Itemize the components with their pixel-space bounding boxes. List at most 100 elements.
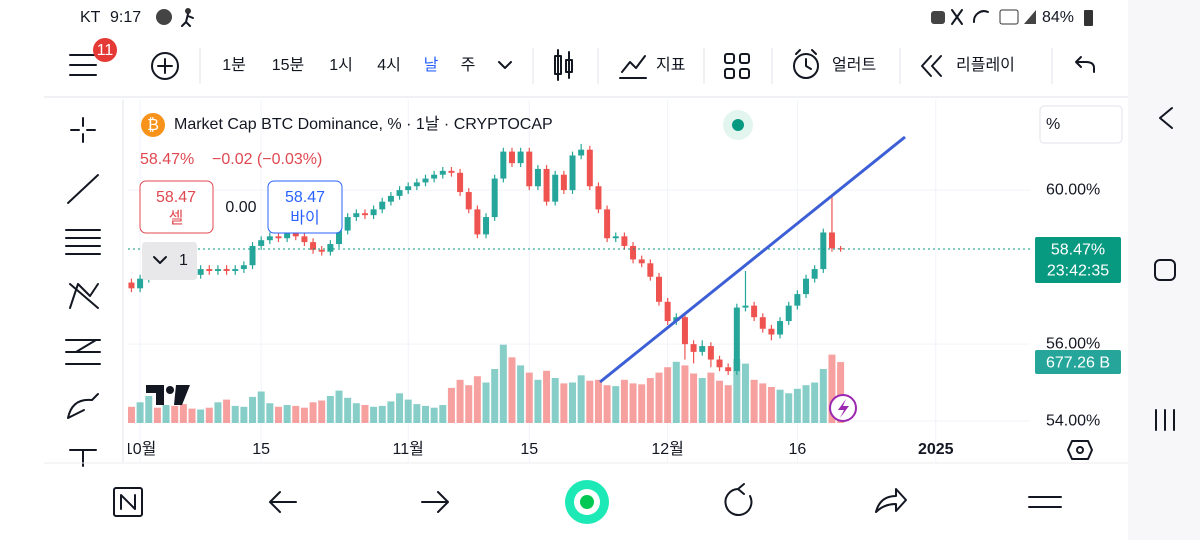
trend-line[interactable] (599, 135, 906, 384)
battery-text: 84% (1042, 9, 1074, 26)
layout-dropdown[interactable]: 1 (142, 242, 197, 280)
candle-body (638, 259, 645, 264)
alert-button[interactable]: 얼러트 (793, 49, 876, 79)
candle-body (379, 201, 386, 210)
candle-body (396, 190, 403, 196)
nav-menu[interactable] (1028, 496, 1062, 508)
volume-bar (231, 405, 239, 423)
menu-button[interactable]: 11 (69, 38, 117, 76)
side-panel (1128, 0, 1200, 540)
volume-bar (145, 396, 153, 423)
buy-button[interactable]: 58.47 바이 (267, 180, 343, 234)
brush-tool[interactable] (67, 393, 99, 419)
volume-bar (335, 390, 343, 423)
add-symbol[interactable] (151, 52, 179, 80)
sell-label: 셀 (169, 209, 184, 227)
x-tick-label: 10월 (124, 440, 157, 458)
nav-share[interactable] (875, 488, 907, 513)
volume-bar (776, 389, 784, 423)
nav-refresh[interactable] (724, 483, 753, 516)
chart-type[interactable] (554, 49, 573, 81)
volume-label: 677.26 B (1046, 354, 1110, 371)
candle-body (405, 186, 412, 191)
volume-bar (274, 406, 282, 423)
candle-body (500, 151, 507, 179)
volume-bar (543, 370, 551, 423)
volume-bar (594, 379, 602, 423)
volume-bar (586, 380, 594, 423)
candle-body (768, 328, 775, 335)
candle-body (578, 149, 585, 156)
walk-icon-body (181, 13, 194, 27)
interval[interactable]: 날 (424, 56, 439, 74)
candle-body (301, 236, 308, 243)
fib-tool[interactable] (65, 229, 101, 255)
volume-bar (793, 388, 801, 423)
indicators-button[interactable]: 지표 (619, 55, 685, 79)
buy-price: 58.47 (285, 189, 325, 206)
volume-bar (551, 378, 559, 423)
volume-bar (413, 404, 421, 423)
scale-box[interactable] (1039, 105, 1123, 144)
nav-home[interactable] (113, 487, 143, 517)
candle-body (249, 245, 256, 266)
x-tick-label: 15 (252, 441, 270, 458)
last-price-label: 58.47% (1051, 241, 1105, 258)
volume-bar (672, 361, 680, 423)
line-tool[interactable] (67, 174, 99, 204)
volume-bar (309, 402, 317, 423)
volume-bar (128, 406, 135, 423)
volume-bar (326, 396, 334, 423)
candle-body (232, 269, 239, 271)
interval-more[interactable] (498, 61, 512, 69)
interval[interactable]: 1분 (222, 57, 246, 74)
nav-forward[interactable] (421, 491, 449, 513)
x-tick-label: 12월 (651, 440, 684, 458)
lightning-button[interactable] (829, 394, 857, 422)
candle-body (387, 195, 394, 202)
interval[interactable]: 4시 (377, 57, 401, 74)
candle-body (794, 294, 801, 306)
hd-icon (999, 9, 1019, 25)
nav-back[interactable] (269, 491, 297, 513)
interval[interactable]: 1시 (329, 57, 353, 74)
side-home[interactable] (1154, 259, 1176, 281)
candle-body (258, 240, 265, 246)
projection-tool[interactable] (65, 339, 101, 365)
sell-button[interactable]: 58.47 셀 (139, 180, 214, 234)
replay-button[interactable]: 리플레이 (921, 55, 1015, 77)
candle-body (223, 269, 230, 271)
btc-symbol: ₿ (147, 116, 159, 134)
pattern-tool[interactable] (69, 283, 99, 309)
scale-label: % (1046, 116, 1060, 133)
volume-bar (162, 405, 170, 423)
axes: 54.00% 56.00% 60.00% 10월 15 11월 15 12월 16 2025 (124, 181, 1100, 458)
carrier: KT (80, 9, 101, 26)
layouts-button[interactable] (724, 53, 750, 79)
volume-bar (837, 362, 845, 423)
layout-count: 1 (179, 252, 188, 269)
volume-bar (404, 399, 412, 423)
interval[interactable]: 주 (461, 57, 476, 74)
volume-bar (378, 405, 386, 423)
volume-bar (300, 407, 308, 423)
legend-change: −0.02 (−0.03%) (212, 151, 322, 168)
toolbar-separators (199, 48, 1053, 84)
side-recent[interactable] (1155, 409, 1175, 431)
volume-bar (491, 369, 499, 423)
crosshair-tool[interactable] (70, 117, 96, 143)
badge: 11 (97, 42, 114, 59)
undo-button[interactable] (1075, 56, 1095, 73)
walk-icon (185, 8, 191, 14)
volume-box (1035, 350, 1121, 375)
x-tick-label: 16 (788, 441, 806, 458)
nav-center[interactable] (565, 480, 609, 524)
volume-bar (517, 365, 525, 423)
candle-body (630, 245, 637, 260)
side-back[interactable] (1159, 107, 1173, 129)
candle-body (837, 248, 844, 250)
candle-body (725, 367, 732, 372)
volume-bar (741, 363, 749, 423)
interval[interactable]: 15분 (272, 57, 305, 74)
axis-settings[interactable] (1067, 440, 1093, 460)
